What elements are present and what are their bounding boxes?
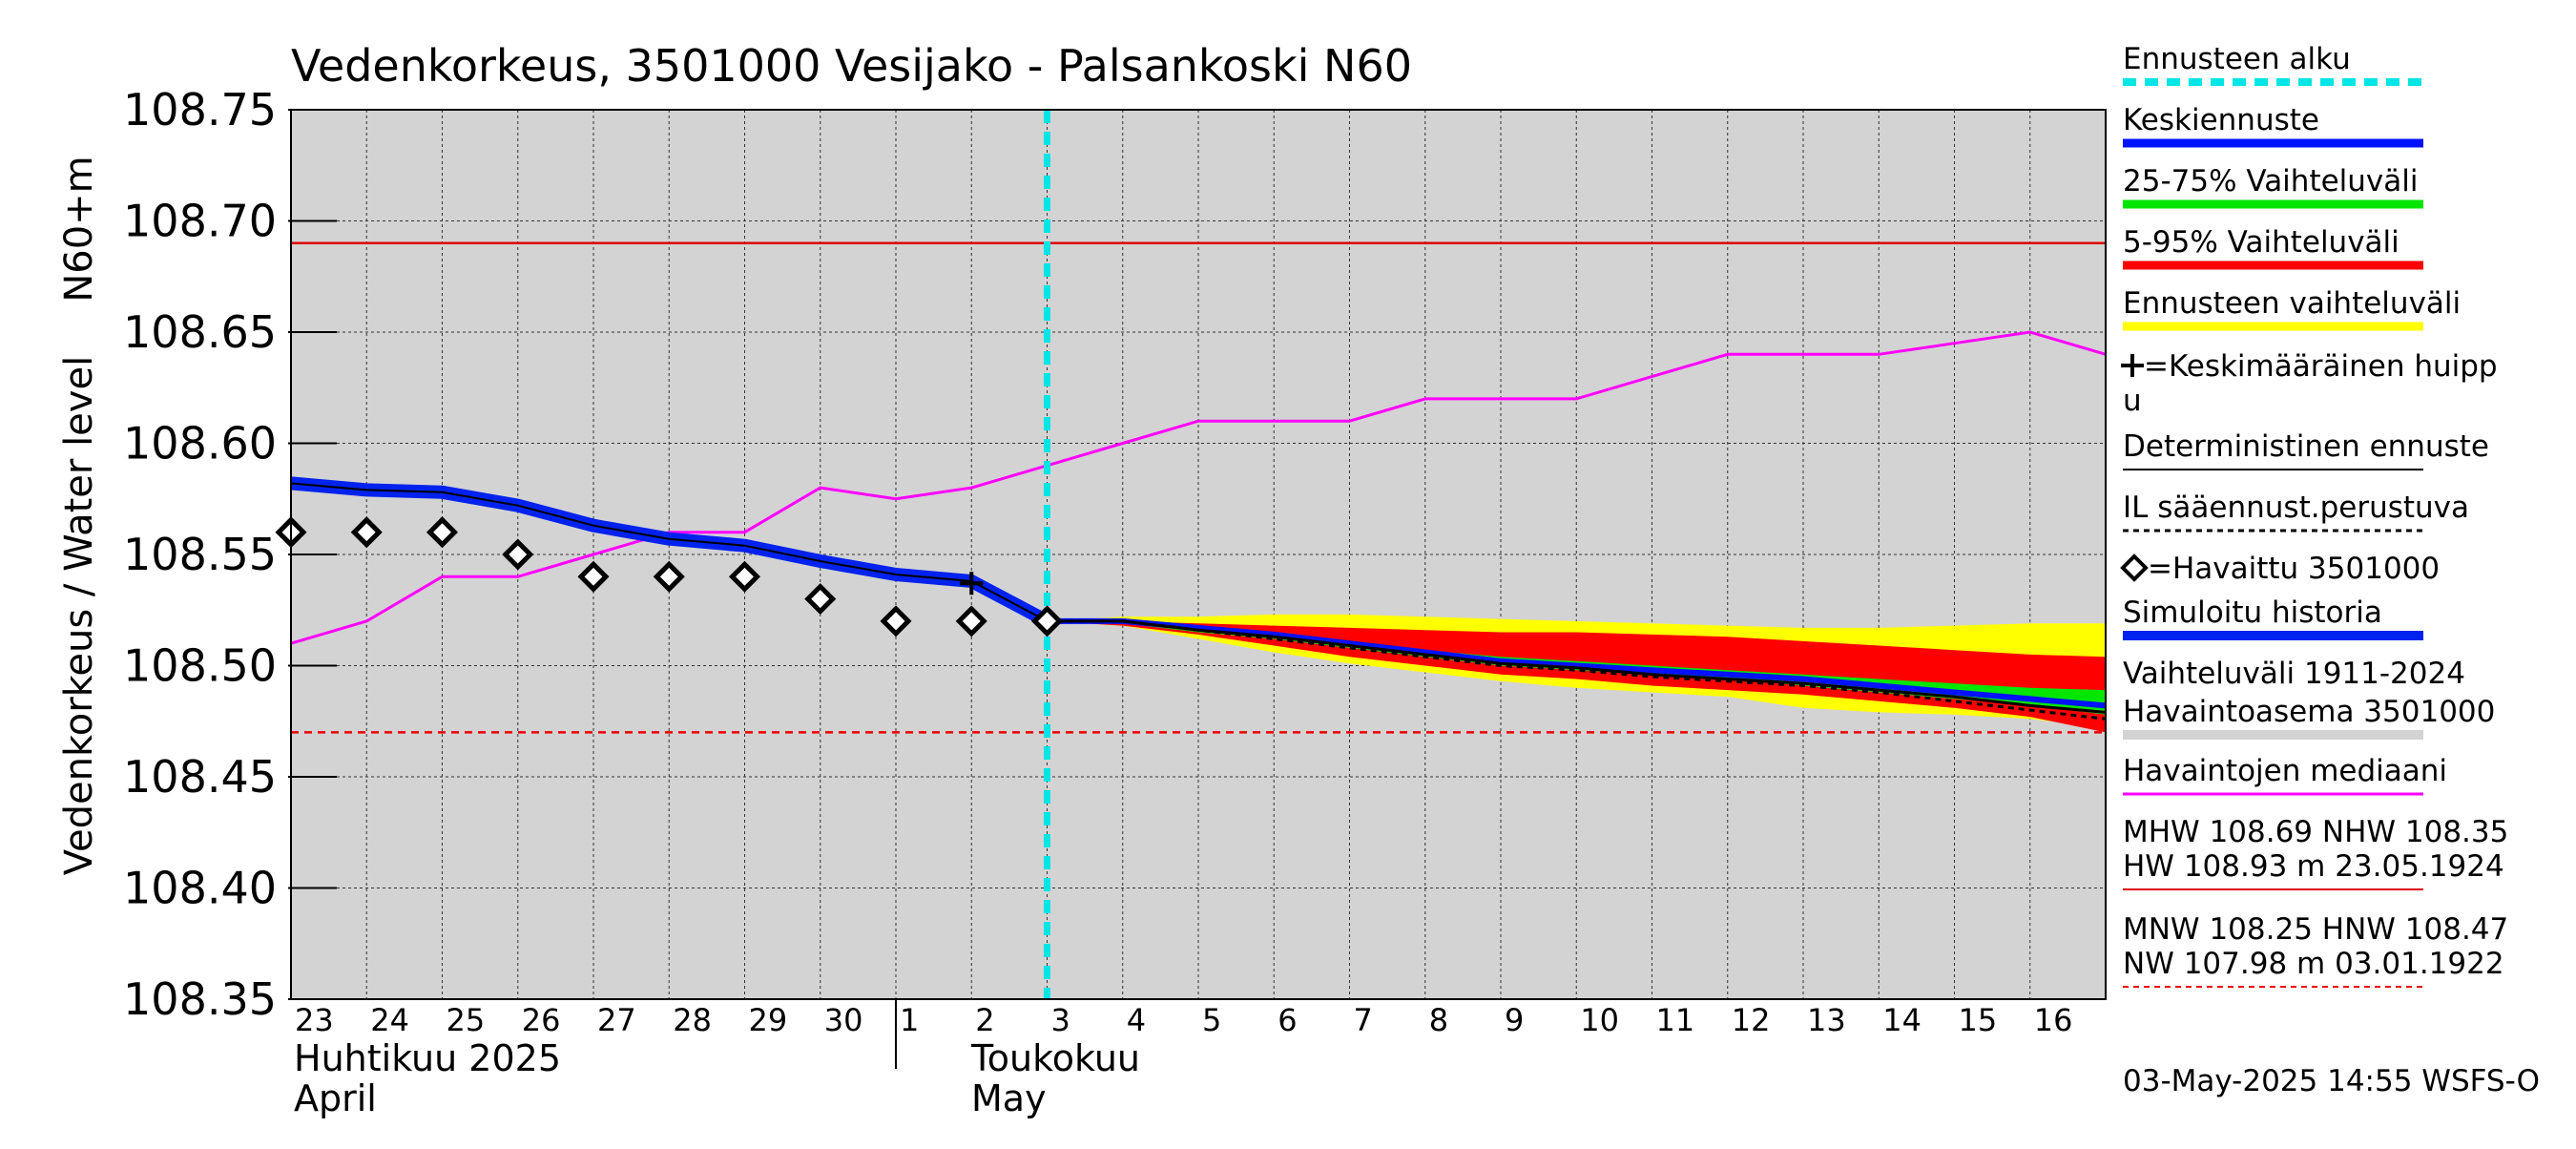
y-tick-label: 108.50	[123, 640, 277, 692]
observed-point	[955, 605, 987, 637]
legend: Ennusteen alku Keskiennuste 25-75% Vaihtel…	[2120, 42, 2508, 988]
x-tick-label: 23	[295, 1002, 334, 1038]
observed-point	[502, 538, 534, 571]
y-tick-label: 108.60	[123, 418, 277, 470]
x-tick-label: 25	[447, 1002, 486, 1038]
forecast-mean-line	[1047, 617, 2107, 709]
month-label-may: Toukokuu	[970, 1037, 1140, 1079]
y-tick-label: 108.75	[123, 84, 277, 136]
month-label-april: Huhtikuu 2025	[294, 1037, 561, 1079]
x-tick-label: 6	[1278, 1002, 1297, 1038]
legend-mnw-label-2: NW 107.98 m 03.01.1922	[2123, 947, 2504, 981]
observed-point	[804, 583, 837, 616]
legend-forecast-start-label: Ennusteen alku	[2123, 42, 2351, 76]
observed-point	[426, 516, 459, 549]
legend-station-range-label-2: Havaintoasema 3501000	[2123, 695, 2495, 729]
x-tick-label: 7	[1354, 1002, 1373, 1038]
legend-il-forecast-label: IL sääennust.perustuva	[2123, 491, 2469, 525]
x-tick-label: 15	[1959, 1002, 1998, 1038]
observed-point	[577, 560, 610, 593]
x-tick-label: 5	[1202, 1002, 1221, 1038]
x-tick-label: 26	[522, 1002, 561, 1038]
month-label-april-en: April	[294, 1077, 377, 1119]
y-tick-label: 108.35	[123, 973, 277, 1025]
legend-mnw-label: MNW 108.25 HNW 108.47	[2123, 912, 2508, 947]
x-tick-label: 11	[1656, 1002, 1695, 1038]
legend-deterministic-label: Deterministinen ennuste	[2123, 429, 2489, 464]
y-axis-label: Vedenkorkeus / Water level	[57, 356, 101, 875]
deterministic-forecast-line	[1047, 619, 2107, 714]
y-tick-label: 108.45	[123, 751, 277, 803]
observed-point	[728, 560, 761, 593]
plot-area	[275, 110, 2107, 999]
legend-mhw-label: MHW 108.69 NHW 108.35	[2123, 815, 2508, 849]
legend-mean-peak-label-cont: u	[2123, 384, 2142, 418]
x-tick-label: 28	[673, 1002, 712, 1038]
observed-point	[1030, 605, 1064, 637]
il-forecast-line	[1047, 619, 2107, 721]
legend-observed-marker	[2120, 554, 2149, 582]
y-tick-label: 108.65	[123, 306, 277, 358]
legend-mhw-label-2: HW 108.93 m 23.05.1924	[2123, 849, 2504, 884]
legend-station-range-label: Vaihteluväli 1911-2024	[2123, 657, 2465, 691]
timestamp-footer: 03-May-2025 14:55 WSFS-O	[2123, 1064, 2540, 1098]
x-tick-label: 27	[597, 1002, 636, 1038]
x-tick-label: 14	[1882, 1002, 1922, 1038]
legend-observed-label: =Havaittu 3501000	[2148, 552, 2440, 586]
band-5-95	[1047, 620, 2106, 733]
x-tick-label: 16	[2034, 1002, 2073, 1038]
x-tick-label: 9	[1505, 1002, 1524, 1038]
observed-point	[880, 605, 912, 637]
x-tick-label: 12	[1732, 1002, 1771, 1038]
y-tick-label: 108.55	[123, 529, 277, 580]
legend-band-25-75-label: 25-75% Vaihteluväli	[2123, 164, 2419, 198]
chart-title: Vedenkorkeus, 3501000 Vesijako - Palsank…	[291, 40, 1412, 92]
x-tick-label: 1	[900, 1002, 919, 1038]
legend-forecast-range-label: Ennusteen vaihteluväli	[2123, 286, 2461, 321]
y-tick-label: 108.40	[123, 863, 277, 914]
legend-mean-peak-marker	[2121, 354, 2144, 377]
x-tick-label: 4	[1127, 1002, 1146, 1038]
legend-band-5-95-label: 5-95% Vaihteluväli	[2123, 225, 2399, 260]
axes: 108.35 108.40 108.45 108.50 108.55 108.60 108.…	[57, 84, 2107, 1119]
legend-median-label: Havaintojen mediaani	[2123, 754, 2447, 788]
y-tick-label: 108.70	[123, 196, 277, 247]
x-tick-label: 24	[370, 1002, 409, 1038]
x-tick-label: 10	[1580, 1002, 1619, 1038]
observed-point	[350, 516, 383, 549]
x-tick-label: 13	[1807, 1002, 1846, 1038]
x-tick-label: 29	[749, 1002, 788, 1038]
median-line	[290, 330, 2107, 645]
legend-mean-label: Keskiennuste	[2123, 103, 2319, 137]
observed-point	[653, 560, 685, 593]
x-tick-label: 2	[975, 1002, 994, 1038]
month-label-may-en: May	[971, 1077, 1047, 1119]
x-tick-label: 30	[824, 1002, 863, 1038]
x-tick-label: 3	[1051, 1002, 1070, 1038]
simulated-history-core	[290, 482, 1048, 622]
y-axis-unit-label: N60+m	[57, 156, 101, 302]
legend-mean-peak-label: =Keskimääräinen huipp	[2144, 349, 2498, 384]
mean-peak-marker	[960, 572, 984, 595]
legend-simulated-label: Simuloitu historia	[2123, 595, 2382, 630]
x-tick-label: 8	[1429, 1002, 1448, 1038]
